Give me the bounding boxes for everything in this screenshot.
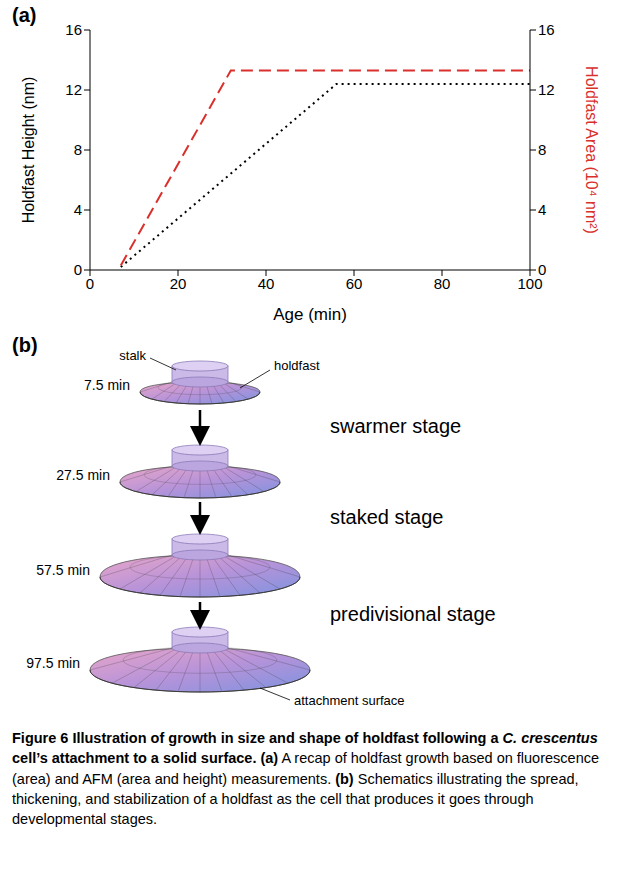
- svg-text:0: 0: [538, 261, 546, 278]
- svg-text:Holdfast Area (10⁴ nm²): Holdfast Area (10⁴ nm²): [583, 66, 600, 234]
- svg-text:holdfast: holdfast: [274, 358, 320, 373]
- svg-text:100: 100: [517, 274, 543, 292]
- svg-text:0: 0: [86, 275, 94, 292]
- svg-text:27.5 min: 27.5 min: [56, 467, 110, 483]
- svg-text:0: 0: [74, 261, 82, 278]
- svg-text:60: 60: [346, 275, 363, 292]
- svg-text:Age (min): Age (min): [273, 305, 347, 324]
- svg-text:97.5 min: 97.5 min: [26, 655, 80, 671]
- svg-text:8: 8: [74, 141, 82, 158]
- svg-text:predivisional stage: predivisional stage: [330, 603, 496, 625]
- svg-text:7.5 min: 7.5 min: [84, 377, 130, 393]
- html-text:cell’s attachment to a solid s: cell’s attachment to a solid surface. (a…: [12, 750, 599, 828]
- html-text:Figure 6 Illustration of growt: Figure 6 Illustration of growth in size …: [12, 730, 598, 746]
- svg-text:Holdfast Height (nm): Holdfast Height (nm): [20, 77, 37, 224]
- svg-text:attachment surface: attachment surface: [294, 693, 405, 708]
- svg-text:4: 4: [538, 201, 546, 218]
- svg-text:8: 8: [538, 141, 546, 158]
- svg-text:40: 40: [258, 275, 275, 292]
- svg-text:stalk: stalk: [119, 348, 146, 363]
- svg-text:16: 16: [538, 21, 555, 38]
- html-text:(a): (a): [12, 4, 37, 26]
- svg-text:12: 12: [538, 81, 555, 98]
- svg-text:16: 16: [65, 21, 82, 38]
- svg-text:(b): (b): [12, 334, 38, 356]
- svg-text:57.5 min: 57.5 min: [36, 562, 90, 578]
- svg-text:12: 12: [65, 81, 82, 98]
- svg-text:swarmer stage: swarmer stage: [330, 415, 461, 437]
- svg-text:staked stage: staked stage: [330, 506, 443, 528]
- svg-text:80: 80: [434, 275, 451, 292]
- svg-text:4: 4: [74, 201, 82, 218]
- svg-text:20: 20: [170, 275, 187, 292]
